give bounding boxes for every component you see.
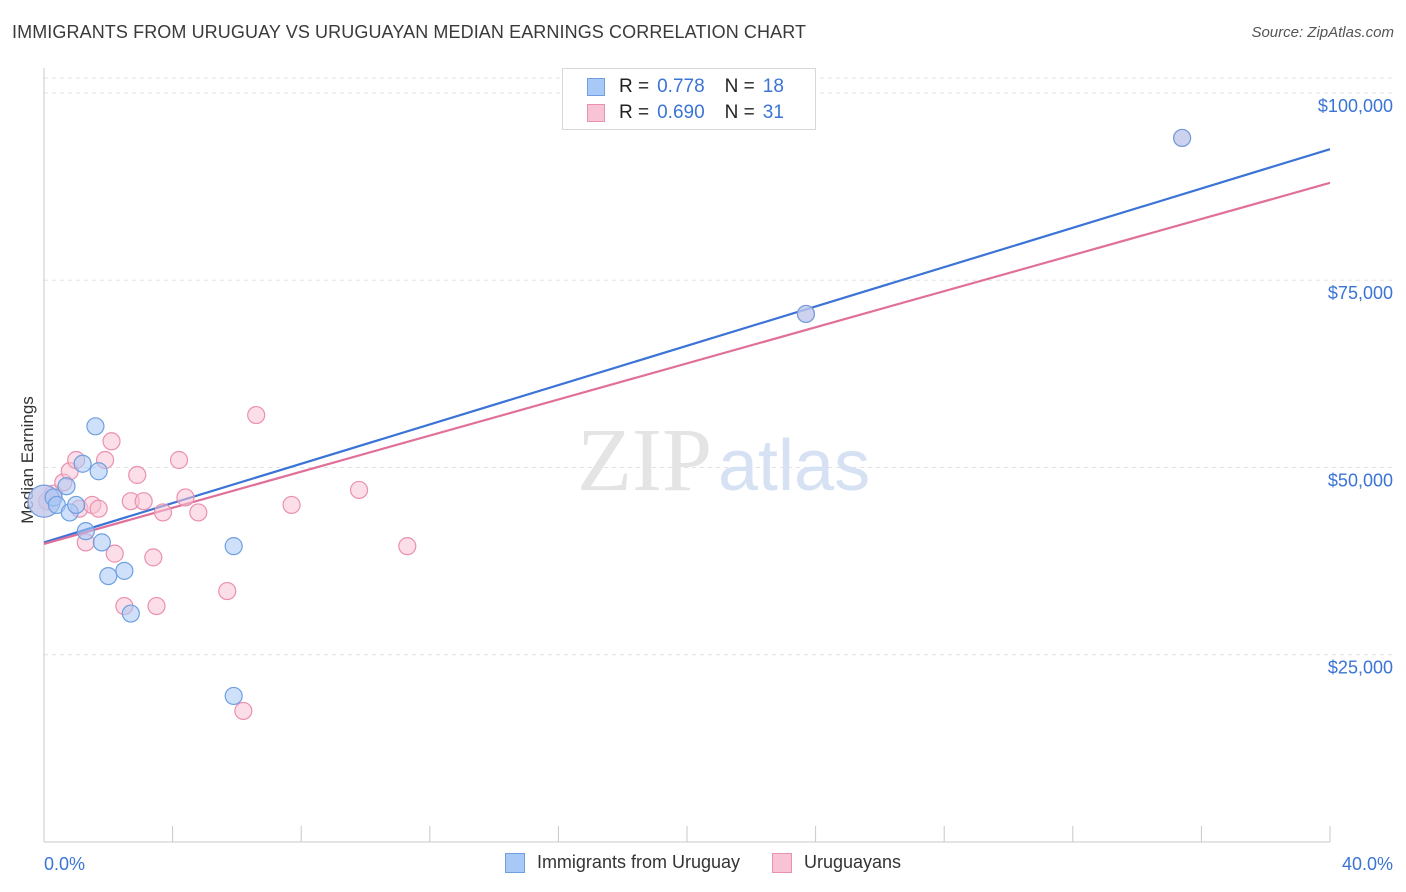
point-immigrants — [76, 522, 95, 541]
legend-item-uruguayans[interactable]: Uruguayans — [772, 852, 901, 873]
point-immigrants — [115, 561, 134, 580]
watermark-atlas: atlas — [718, 426, 870, 506]
legend-label-immigrants: Immigrants from Uruguay — [536, 852, 740, 872]
point-immigrants — [1173, 128, 1192, 148]
point-uruguayans — [247, 405, 266, 425]
x-tick-label-max: 40.0% — [1342, 854, 1393, 874]
point-uruguayans — [128, 465, 147, 485]
legend-label-uruguayans: Uruguayans — [804, 852, 902, 872]
chart-title: IMMIGRANTS FROM URUGUAY VS URUGUAYAN MED… — [12, 22, 807, 42]
data-points — [27, 128, 1192, 721]
point-immigrants — [86, 417, 105, 436]
r-label: R = — [619, 102, 650, 123]
point-uruguayans — [134, 492, 153, 511]
source-label: Source: ZipAtlas.com — [1251, 24, 1394, 41]
point-uruguayans — [144, 548, 163, 567]
trend-line-immigrants — [43, 148, 1331, 544]
point-uruguayans — [398, 537, 417, 556]
point-uruguayans — [102, 432, 121, 451]
point-immigrants — [67, 495, 86, 515]
y-tick-label: $100,000 — [1318, 96, 1393, 116]
n-label: N = — [724, 76, 755, 97]
legend-swatch-immigrants — [587, 78, 605, 96]
legend-row-immigrants: R = 0.778 N = 18 — [587, 74, 784, 100]
trend-line-uruguayans — [43, 181, 1331, 545]
point-immigrants — [224, 686, 243, 706]
gridlines — [44, 77, 1392, 656]
legend-item-immigrants[interactable]: Immigrants from Uruguay — [504, 852, 740, 873]
point-uruguayans — [176, 488, 195, 507]
n-label: N = — [724, 102, 755, 123]
x-tick-label-min: 0.0% — [44, 854, 85, 874]
point-immigrants — [89, 462, 108, 481]
y-tick-label: $50,000 — [1328, 470, 1393, 490]
legend-row-uruguayans: R = 0.690 N = 31 — [587, 100, 784, 126]
point-uruguayans — [234, 701, 253, 721]
r-value: 0.778 — [657, 76, 705, 97]
legend-swatch-uruguayans — [587, 104, 605, 122]
r-value: 0.690 — [657, 102, 705, 123]
n-value: 18 — [762, 76, 784, 97]
point-uruguayans — [189, 503, 208, 522]
point-uruguayans — [349, 480, 369, 500]
trend-lines — [43, 148, 1331, 545]
correlation-legend: R = 0.778 N = 18 R = 0.690 N = 31 — [562, 68, 816, 130]
axes — [43, 68, 1331, 843]
point-uruguayans — [153, 503, 173, 522]
point-immigrants — [92, 533, 111, 552]
point-immigrants — [99, 566, 118, 586]
tick-labels: $25,000 $50,000 $75,000 $100,000 0.0% 40.0% — [44, 96, 1393, 874]
point-immigrants — [73, 454, 92, 473]
r-label: R = — [619, 76, 650, 97]
watermark-zip: ZIP — [577, 411, 712, 510]
series-legend: Immigrants from Uruguay Uruguayans — [0, 852, 1406, 873]
point-immigrants — [224, 537, 243, 556]
y-tick-label: $75,000 — [1328, 283, 1393, 303]
n-value: 31 — [762, 102, 784, 123]
point-uruguayans — [218, 581, 237, 601]
point-uruguayans — [169, 450, 189, 470]
legend-swatch-immigrants — [504, 852, 525, 873]
point-uruguayans — [105, 544, 124, 563]
point-immigrants — [796, 304, 816, 324]
point-uruguayans — [282, 495, 301, 515]
point-immigrants — [121, 604, 140, 623]
point-uruguayans — [89, 499, 108, 518]
point-immigrants — [57, 477, 76, 496]
y-tick-label: $25,000 — [1328, 658, 1393, 678]
legend-swatch-uruguayans — [772, 852, 792, 873]
point-uruguayans — [147, 596, 166, 616]
